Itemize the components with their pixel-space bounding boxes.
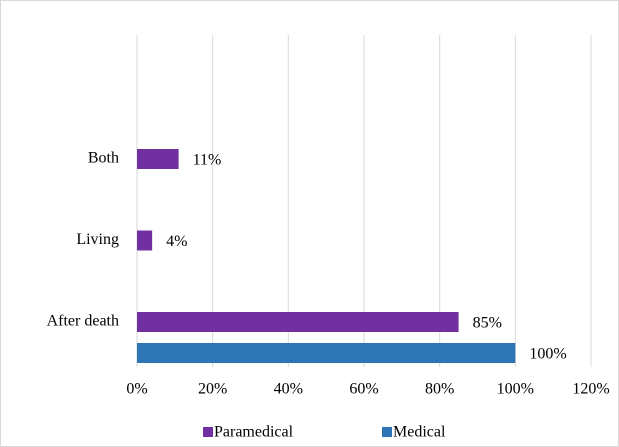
x-tick-label: 60%: [349, 381, 378, 398]
legend-swatch: [382, 427, 392, 437]
bar: [137, 312, 459, 332]
x-tick-label: 80%: [425, 381, 454, 398]
y-tick-label: Living: [76, 231, 119, 248]
legend-label: Paramedical: [214, 424, 294, 441]
x-tick-label: 100%: [497, 381, 534, 398]
data-label: 11%: [193, 152, 222, 169]
data-label: 100%: [529, 346, 566, 363]
x-tick-label: 120%: [572, 381, 609, 398]
legend-swatch: [203, 427, 213, 437]
data-label: 85%: [473, 315, 502, 332]
y-tick-label: Both: [88, 150, 119, 167]
y-tick-label: After death: [47, 313, 119, 330]
x-tick-label: 20%: [198, 381, 227, 398]
bar: [137, 230, 153, 251]
legend-label: Medical: [393, 424, 446, 441]
bar: [137, 343, 516, 363]
x-tick-label: 40%: [274, 381, 303, 398]
bar: [137, 149, 179, 169]
data-label: 4%: [166, 233, 187, 250]
x-tick-label: 0%: [126, 381, 147, 398]
